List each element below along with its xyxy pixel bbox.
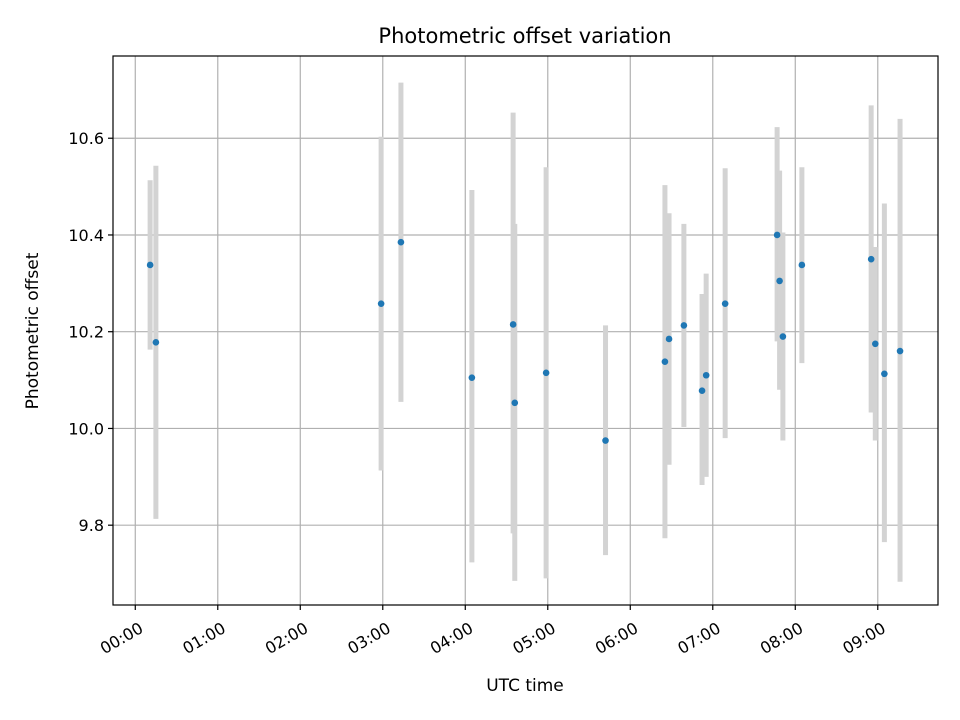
plot-frame [112, 55, 939, 606]
data-point [397, 238, 405, 246]
chart-title: Photometric offset variation [378, 24, 671, 48]
data-point [798, 261, 806, 269]
y-tick-label: 9.8 [79, 516, 104, 535]
data-points [146, 231, 904, 444]
data-point [867, 255, 875, 263]
data-point [896, 347, 904, 355]
data-point [773, 231, 781, 239]
data-point [509, 321, 517, 328]
x-axis-label: UTC time [486, 676, 564, 696]
data-point [152, 339, 160, 346]
data-point [881, 370, 888, 378]
data-point [146, 261, 154, 269]
y-tick-label: 10.6 [68, 129, 104, 148]
data-point [602, 437, 609, 444]
data-point [872, 340, 879, 348]
data-point [542, 369, 550, 377]
y-tick-label: 10.2 [68, 323, 104, 342]
data-point [377, 300, 385, 307]
y-axis-ticks: 9.8 10.0 10.2 10.4 10.6 [68, 129, 113, 535]
data-point [661, 358, 669, 365]
data-point [721, 300, 729, 307]
data-point [665, 335, 673, 343]
y-tick-label: 10.4 [68, 226, 104, 245]
data-point [468, 374, 476, 381]
data-point [698, 387, 706, 395]
y-tick-label: 10.0 [68, 419, 104, 438]
y-axis-label: Photometric offset [23, 252, 43, 409]
data-point [779, 333, 787, 340]
data-point [680, 322, 688, 329]
data-point [776, 277, 783, 285]
data-point [702, 371, 710, 379]
data-point [511, 399, 519, 407]
